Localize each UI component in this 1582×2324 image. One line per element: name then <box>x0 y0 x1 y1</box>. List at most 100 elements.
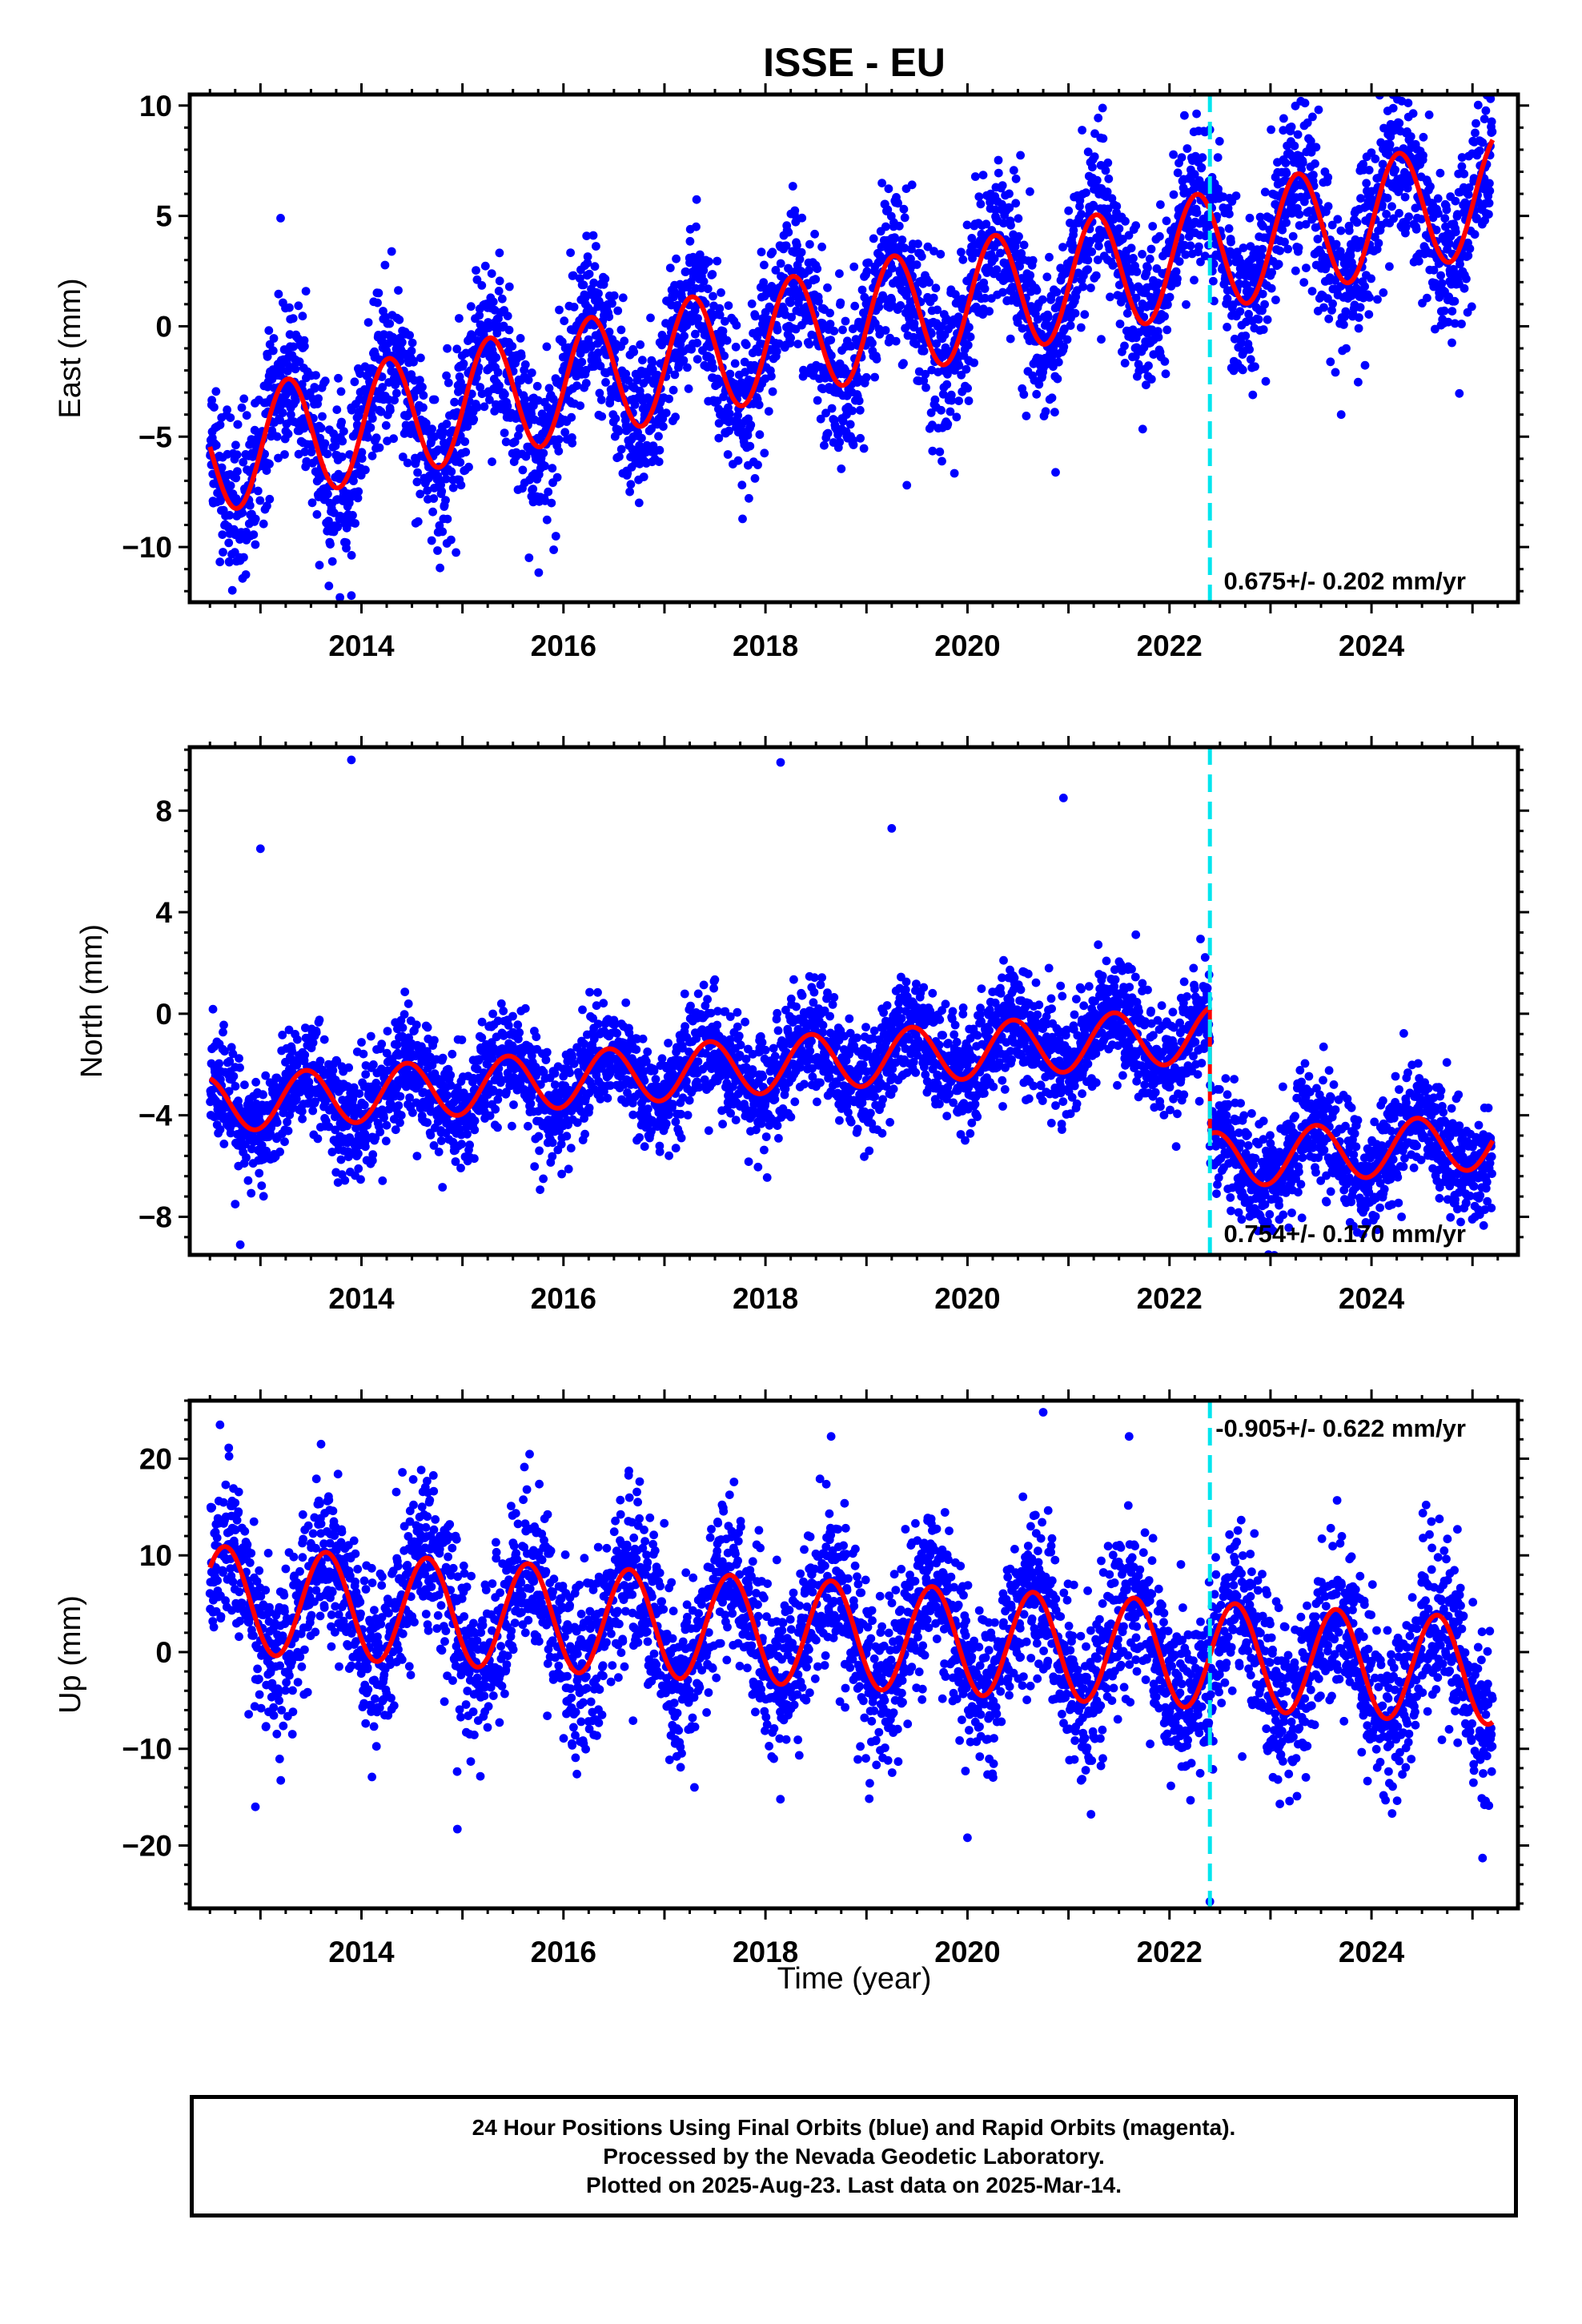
data-point <box>443 344 452 353</box>
data-point <box>396 1118 404 1128</box>
data-point <box>572 381 581 390</box>
data-point <box>797 213 807 223</box>
data-point <box>1227 237 1235 247</box>
data-point <box>899 359 908 368</box>
data-point <box>327 557 337 566</box>
data-point <box>1161 369 1170 379</box>
data-point <box>447 467 456 476</box>
data-point <box>455 314 464 323</box>
data-point <box>265 494 275 504</box>
data-point <box>962 364 971 374</box>
data-point <box>472 266 480 275</box>
data-point <box>1389 214 1398 223</box>
data-point <box>1437 279 1447 288</box>
data-point <box>581 379 591 388</box>
data-point <box>661 408 671 417</box>
data-point <box>251 540 260 549</box>
data-point <box>1435 168 1445 178</box>
data-point <box>378 1176 387 1185</box>
data-point <box>312 510 322 519</box>
data-point <box>913 239 922 248</box>
data-point <box>1342 344 1351 353</box>
data-point <box>1311 143 1321 152</box>
data-point <box>333 1178 343 1187</box>
data-point <box>1162 216 1171 226</box>
data-point <box>1192 109 1201 119</box>
data-point <box>1287 123 1296 131</box>
data-point <box>551 532 560 541</box>
data-point <box>259 1090 267 1100</box>
data-point <box>685 236 695 246</box>
data-point <box>368 1150 378 1160</box>
data-point <box>268 346 278 356</box>
data-point <box>1101 166 1110 175</box>
data-point <box>438 527 448 537</box>
data-point <box>223 405 231 415</box>
data-point <box>1460 169 1469 179</box>
data-point <box>1354 377 1363 387</box>
data-point <box>366 1031 375 1041</box>
data-point <box>768 247 777 257</box>
data-point <box>338 436 347 446</box>
data-point <box>1464 251 1473 260</box>
data-point <box>998 199 1006 209</box>
data-point <box>1019 240 1029 250</box>
data-point <box>616 444 626 454</box>
data-point <box>790 248 800 257</box>
data-point <box>228 1049 238 1059</box>
data-point <box>743 431 753 440</box>
data-point <box>582 231 592 240</box>
data-point <box>1248 390 1258 400</box>
data-point <box>964 396 974 405</box>
data-point <box>1309 171 1318 179</box>
data-point <box>383 1027 392 1035</box>
data-point <box>717 288 725 297</box>
data-point <box>219 1020 228 1030</box>
data-point <box>1230 334 1239 344</box>
data-point <box>1098 134 1108 143</box>
data-point <box>1160 357 1170 366</box>
data-point <box>1013 318 1022 328</box>
data-point <box>438 1183 448 1192</box>
data-point <box>884 184 893 194</box>
data-point <box>919 346 929 356</box>
data-point <box>1478 138 1488 147</box>
data-point <box>495 381 504 391</box>
data-point <box>1291 266 1300 275</box>
data-point <box>805 266 813 275</box>
data-point <box>394 1101 404 1110</box>
data-point <box>1083 255 1093 265</box>
data-point <box>827 351 836 360</box>
data-point <box>291 396 300 405</box>
data-point <box>356 1175 365 1184</box>
data-point <box>773 325 782 335</box>
data-point <box>909 319 919 328</box>
data-point <box>946 407 955 416</box>
data-point <box>1186 241 1195 251</box>
data-point <box>428 507 437 517</box>
data-point <box>798 372 808 381</box>
data-point <box>1388 103 1398 113</box>
data-point <box>890 233 899 242</box>
data-point <box>1044 312 1053 322</box>
data-point <box>429 1141 439 1150</box>
data-point <box>621 369 631 379</box>
data-point <box>287 1047 297 1056</box>
data-point <box>1144 361 1153 371</box>
x-tick-label: 2014 <box>328 629 395 662</box>
data-point <box>588 231 598 240</box>
data-point <box>381 1136 391 1146</box>
data-point <box>933 305 942 315</box>
data-point <box>1295 210 1304 219</box>
data-point <box>311 1027 321 1037</box>
data-point <box>1095 233 1105 243</box>
data-point <box>896 268 905 278</box>
data-point <box>442 420 452 428</box>
data-point <box>233 467 242 476</box>
data-point <box>1400 192 1410 202</box>
data-point <box>416 353 425 363</box>
data-point <box>472 275 482 284</box>
x-tick-label: 2024 <box>1339 629 1405 662</box>
data-point <box>544 384 554 393</box>
data-point <box>900 243 909 253</box>
